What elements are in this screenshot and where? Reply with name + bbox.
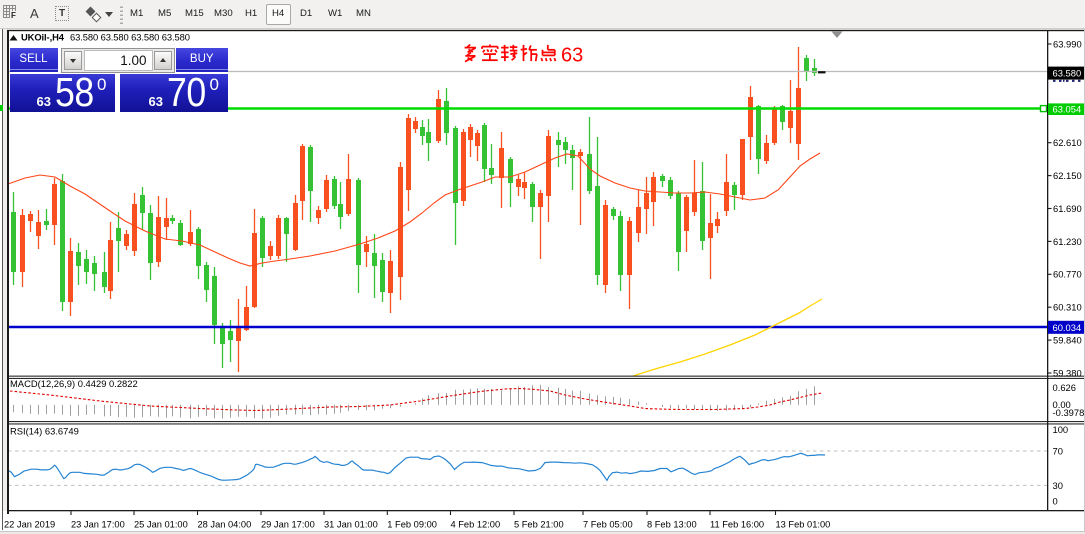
svg-text:8 Feb 13:00: 8 Feb 13:00 (647, 519, 697, 529)
svg-text:4 Feb 12:00: 4 Feb 12:00 (451, 519, 501, 529)
svg-text:22 Jan 2019: 22 Jan 2019 (4, 519, 55, 529)
svg-text:0: 0 (1053, 495, 1058, 506)
svg-text:13 Feb 01:00: 13 Feb 01:00 (776, 519, 831, 529)
svg-text:0.00: 0.00 (1053, 399, 1071, 410)
svg-text:11 Feb 16:00: 11 Feb 16:00 (710, 519, 764, 529)
svg-text:30: 30 (1053, 480, 1063, 491)
svg-text:63.990: 63.990 (1053, 38, 1082, 49)
svg-text:62.610: 62.610 (1053, 137, 1082, 148)
svg-text:1 Feb 09:00: 1 Feb 09:00 (387, 519, 437, 529)
svg-text:5 Feb 21:00: 5 Feb 21:00 (514, 519, 564, 529)
svg-text:MACD(12,26,9) 0.4429 0.2822: MACD(12,26,9) 0.4429 0.2822 (10, 378, 138, 389)
svg-text:-0.3978: -0.3978 (1053, 407, 1085, 418)
svg-text:63: 63 (561, 45, 583, 67)
svg-text:60.770: 60.770 (1053, 269, 1082, 280)
svg-text:28 Jan 04:00: 28 Jan 04:00 (198, 519, 252, 529)
svg-text:RSI(14) 63.6749: RSI(14) 63.6749 (10, 426, 79, 437)
svg-text:7 Feb 05:00: 7 Feb 05:00 (583, 519, 633, 529)
svg-text:59.380: 59.380 (1053, 367, 1082, 378)
svg-text:63.580: 63.580 (1053, 68, 1082, 79)
svg-text:25 Jan 01:00: 25 Jan 01:00 (134, 519, 188, 529)
svg-text:62.150: 62.150 (1053, 170, 1082, 181)
svg-text:23 Jan 17:00: 23 Jan 17:00 (71, 519, 125, 529)
svg-text:61.230: 61.230 (1053, 236, 1082, 247)
svg-text:59.840: 59.840 (1053, 335, 1082, 346)
svg-text:31 Jan 01:00: 31 Jan 01:00 (324, 519, 378, 529)
svg-text:60.034: 60.034 (1053, 322, 1082, 333)
svg-text:63.054: 63.054 (1053, 104, 1082, 115)
svg-text:29 Jan 17:00: 29 Jan 17:00 (261, 519, 315, 529)
svg-text:70: 70 (1053, 445, 1063, 456)
svg-text:100: 100 (1053, 424, 1069, 435)
svg-text:0.626: 0.626 (1053, 382, 1076, 393)
svg-text:60.310: 60.310 (1053, 302, 1082, 313)
svg-text:61.690: 61.690 (1053, 203, 1082, 214)
